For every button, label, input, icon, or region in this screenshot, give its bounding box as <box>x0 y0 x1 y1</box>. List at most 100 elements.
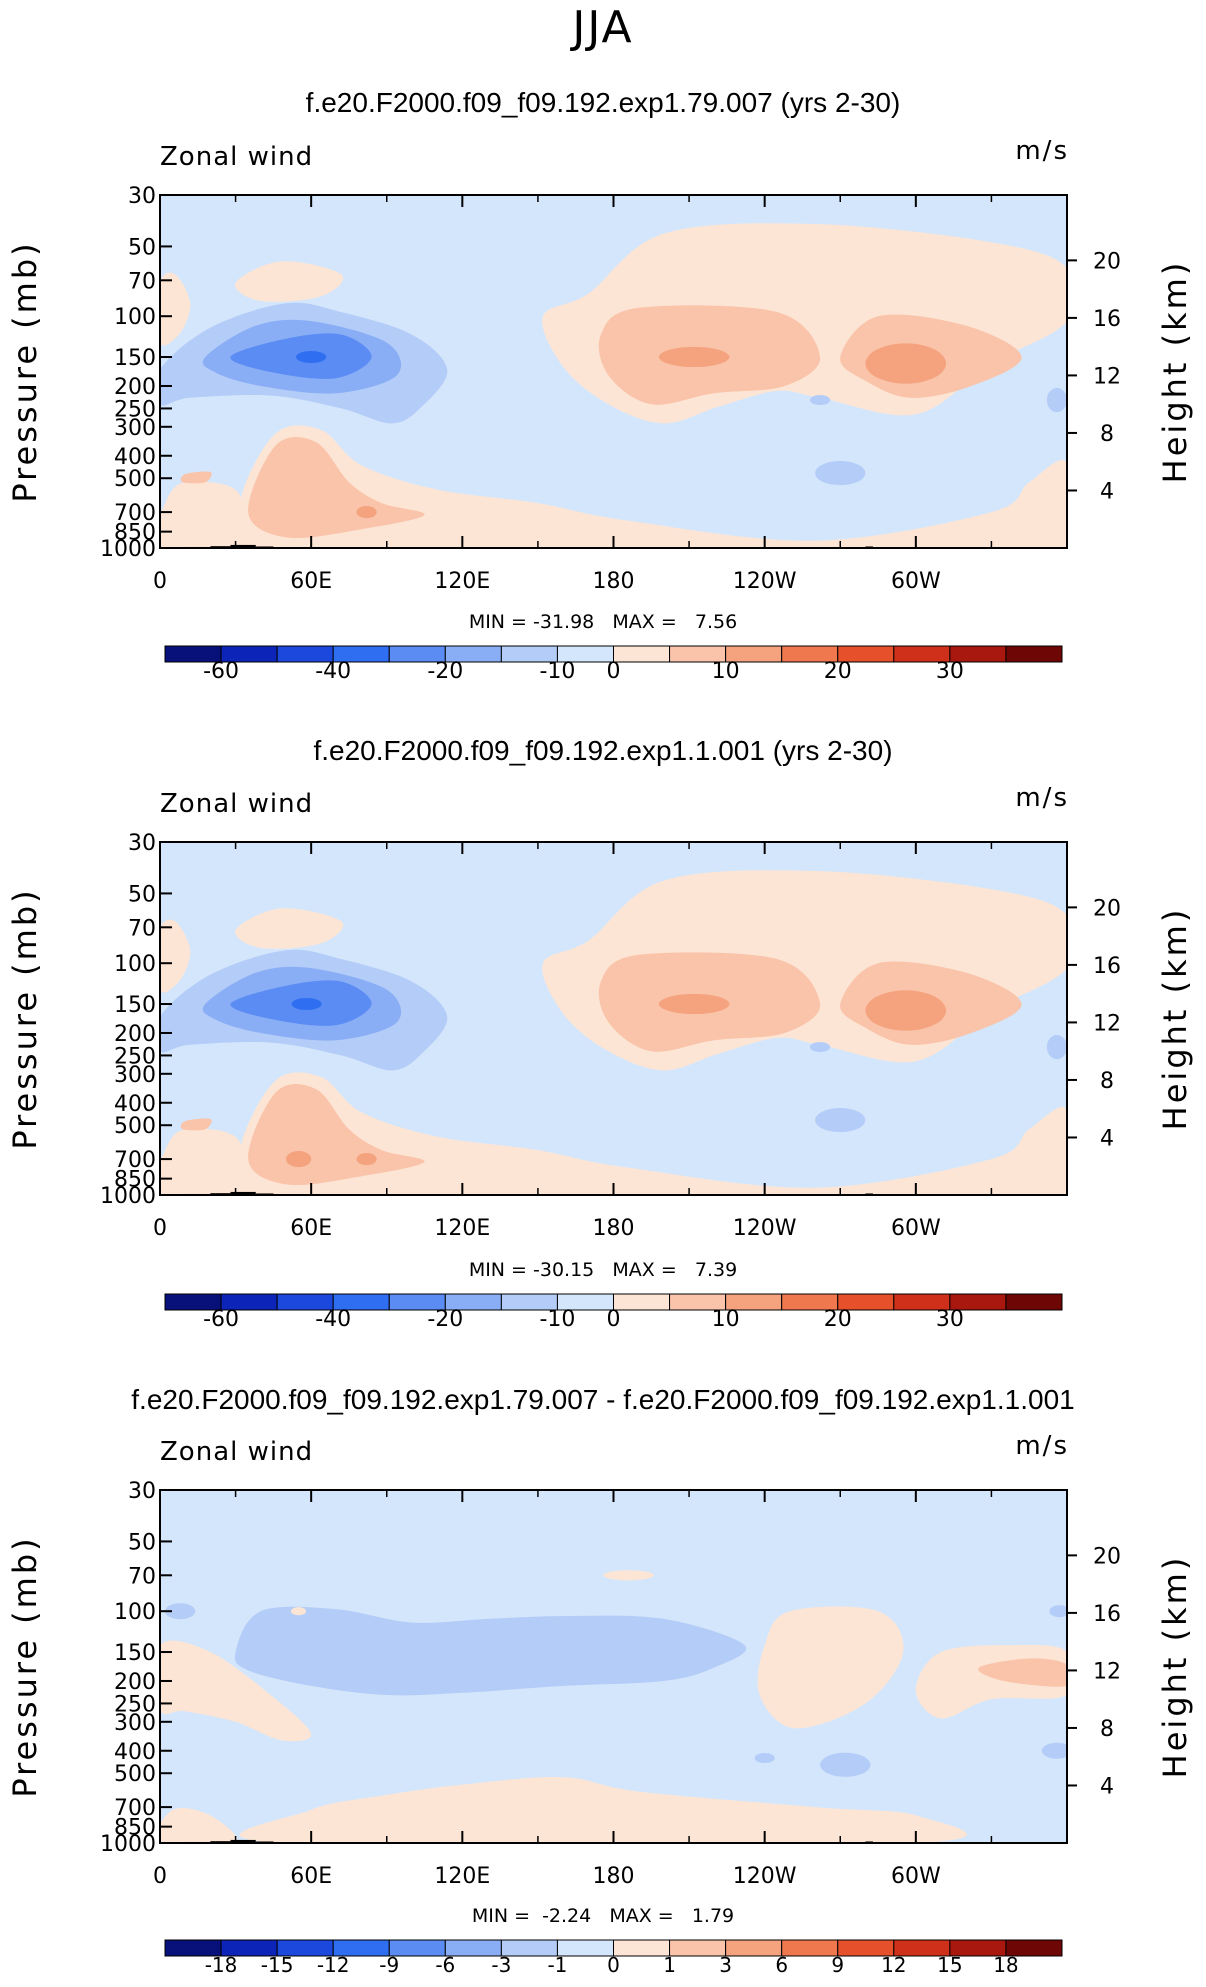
height-tick-label: 20 <box>1093 249 1121 274</box>
y-tick-label: 30 <box>128 1479 156 1504</box>
field-label: Zonal wind <box>160 789 313 819</box>
colorbar-swatch <box>725 1939 783 1957</box>
contour-field <box>160 195 1067 548</box>
y-tick-label: 150 <box>114 993 156 1018</box>
y-tick-label: 700 <box>114 1148 156 1173</box>
colorbar-label: 18 <box>993 1953 1018 1977</box>
y-tick-label: 500 <box>114 1114 156 1139</box>
units-label: m/s <box>1015 1431 1069 1461</box>
contour-easterly-core <box>296 351 327 364</box>
y-tick-label: 200 <box>114 375 156 400</box>
colorbar-label: 9 <box>831 1953 844 1977</box>
x-tick-label: 60W <box>891 569 941 594</box>
colorbar-label: -40 <box>315 659 351 684</box>
height-tick-label: 20 <box>1093 896 1121 921</box>
x-tick-label: 120E <box>434 1216 490 1241</box>
x-tick-label: 120E <box>434 569 490 594</box>
contour-diff-pos-mid <box>757 1606 904 1729</box>
contour-westerly-small <box>235 908 344 949</box>
field-label: Zonal wind <box>160 1437 313 1467</box>
contour-easterly-patch2 <box>810 1042 831 1053</box>
y-tick-label: 400 <box>114 1092 156 1117</box>
y-tick-label: 300 <box>114 416 156 441</box>
y-tick-label: 250 <box>114 397 156 422</box>
colorbar-label: 12 <box>881 1953 906 1977</box>
x-tick-label: 120W <box>733 1216 797 1241</box>
height-tick-label: 12 <box>1093 1659 1121 1684</box>
contour-diff-neg-w <box>165 1603 196 1620</box>
height-tick-label: 12 <box>1093 1011 1121 1036</box>
y-tick-label: 850 <box>114 1816 156 1841</box>
y-tick-label: 500 <box>114 1762 156 1787</box>
min-max-text: MIN = -30.15 MAX = 7.39 <box>469 1259 737 1281</box>
colorbar-label: -10 <box>539 1307 575 1332</box>
min-max-text: MIN = -31.98 MAX = 7.56 <box>469 611 737 633</box>
y-tick-label: 850 <box>114 521 156 546</box>
panel-1: 0 60E 120E 180 120W 60W3050701001502002503004… <box>6 87 1194 684</box>
units-label: m/s <box>1015 136 1069 166</box>
contour-diff-neg-band <box>234 1606 747 1696</box>
y-tick-label: 1000 <box>100 1832 156 1857</box>
y-tick-label: 100 <box>114 1600 156 1625</box>
y-axis-title: Pressure (mb) <box>6 887 44 1149</box>
colorbar-label: 30 <box>936 1307 964 1332</box>
contour-diff-pos-low <box>239 1777 967 1843</box>
y-tick-label: 300 <box>114 1711 156 1736</box>
y-tick-label: 500 <box>114 467 156 492</box>
colorbar-swatch <box>1005 645 1063 663</box>
y-tick-label: 200 <box>114 1670 156 1695</box>
colorbar-label: -12 <box>317 1953 350 1977</box>
height-tick-label: 4 <box>1100 1126 1114 1151</box>
contour-field <box>160 1490 1067 1843</box>
x-tick-label: 180 <box>593 569 635 594</box>
colorbar-swatch <box>1005 1293 1063 1311</box>
colorbar-label: -1 <box>547 1953 567 1977</box>
contour-westerly-small-5 <box>180 471 212 484</box>
panel-2: 0 60E 120E 180 120W 60W3050701001502002503004… <box>6 735 1194 1332</box>
min-max-text: MIN = -2.24 MAX = 1.79 <box>472 1905 734 1927</box>
y-tick-label: 700 <box>114 501 156 526</box>
panel-title: f.e20.F2000.f09_f09.192.exp1.1.001 (yrs … <box>313 735 892 766</box>
colorbar-label: 0 <box>607 1307 621 1332</box>
colorbar-label: 1 <box>663 1953 676 1977</box>
colorbar-swatch <box>669 1939 727 1957</box>
field-label: Zonal wind <box>160 142 313 172</box>
contour-easterly-patch3 <box>1046 388 1067 413</box>
height-tick-label: 8 <box>1100 1069 1114 1094</box>
contour-easterly-patch1 <box>815 1108 866 1133</box>
y-tick-label: 200 <box>114 1022 156 1047</box>
height-tick-label: 16 <box>1093 1602 1121 1627</box>
y-tick-label: 1000 <box>100 537 156 562</box>
contour-diff-neg-low3 <box>1041 1742 1067 1759</box>
height-tick-label: 16 <box>1093 954 1121 979</box>
y-tick-label: 70 <box>128 269 156 294</box>
contour-diff-pos-e2 <box>978 1658 1067 1687</box>
x-tick-label: 60E <box>290 569 332 594</box>
units-label: m/s <box>1015 783 1069 813</box>
colorbar-label: 20 <box>824 659 852 684</box>
x-tick-label: 180 <box>593 1864 635 1889</box>
y-tick-label: 300 <box>114 1063 156 1088</box>
y-axis-title-right: Height (km) <box>1156 907 1194 1131</box>
colorbar-label: -3 <box>491 1953 511 1977</box>
colorbar-label: -20 <box>427 659 463 684</box>
y-tick-label: 400 <box>114 445 156 470</box>
x-tick-label: 0 <box>153 1216 167 1241</box>
topography-bar <box>230 544 256 548</box>
height-tick-label: 12 <box>1093 364 1121 389</box>
contour-easterly-patch1 <box>815 461 866 486</box>
panel-title: f.e20.F2000.f09_f09.192.exp1.79.007 - f.… <box>131 1384 1074 1415</box>
x-tick-label: 60W <box>891 1216 941 1241</box>
contour-westerly-10b <box>865 990 947 1031</box>
colorbar-label: -9 <box>379 1953 399 1977</box>
contour-westerly-lower-west <box>160 481 245 548</box>
contour-westerly-west-edge <box>160 272 191 346</box>
contour-easterly-core <box>291 998 322 1011</box>
x-tick-label: 60E <box>290 1216 332 1241</box>
colorbar-swatch <box>613 1293 671 1311</box>
colorbar-swatch <box>781 1939 839 1957</box>
colorbar-label: -6 <box>435 1953 455 1977</box>
height-tick-label: 20 <box>1093 1544 1121 1569</box>
y-tick-label: 30 <box>128 831 156 856</box>
x-tick-label: 120W <box>733 1864 797 1889</box>
